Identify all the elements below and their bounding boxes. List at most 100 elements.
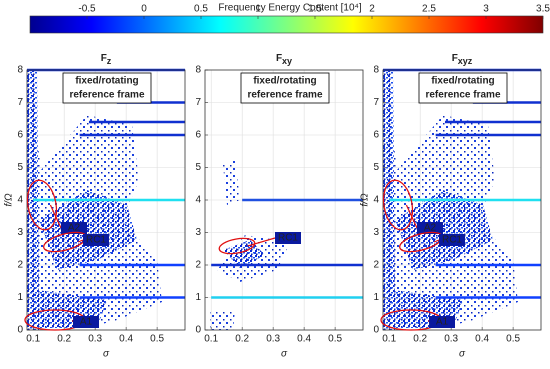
y-tick-label: 5 [17, 162, 23, 173]
y-tick-label: 2 [17, 260, 23, 271]
x-tick-label: 0.5 [328, 334, 342, 345]
colorbar-tick-label: 0 [141, 4, 147, 15]
x-axis-label: σ [281, 349, 288, 360]
colorbar-tick-label: 2.5 [422, 4, 436, 15]
y-tick-label: 1 [373, 292, 379, 303]
title-sub: z [107, 56, 112, 66]
y-tick-label: 4 [373, 195, 379, 206]
x-axis-label: σ [103, 349, 110, 360]
annotation-box [275, 232, 301, 244]
y-tick-label: 0 [373, 325, 379, 336]
y-axis-label: f/Ω [4, 193, 15, 207]
title-main: F [101, 53, 107, 64]
y-axis-label: f/Ω [360, 193, 371, 207]
annotation-arrow [247, 237, 276, 247]
y-tick-label: 5 [195, 162, 201, 173]
y-tick-label: 7 [373, 97, 379, 108]
y-tick-label: 6 [373, 130, 379, 141]
y-tick-label: 0 [195, 325, 201, 336]
note-box [418, 72, 508, 104]
colorbar-label: Frequency Energy Content [10⁴] [218, 3, 361, 14]
y-tick-label: 0 [17, 325, 23, 336]
y-tick-label: 6 [195, 130, 201, 141]
annotation-ellipse [218, 237, 256, 255]
x-tick-label: 0.5 [150, 334, 164, 345]
x-tick-label: 0.4 [297, 334, 311, 345]
y-tick-label: 3 [195, 227, 201, 238]
x-tick-label: 0.4 [119, 334, 133, 345]
panel-title: Fxyz [452, 53, 473, 67]
annotation-box [439, 234, 465, 246]
y-tick-label: 3 [17, 227, 23, 238]
panel-title: Fxy [276, 53, 292, 67]
annotation-label: A1 [436, 317, 449, 328]
y-tick-label: 3 [373, 227, 379, 238]
y-tick-label: 7 [195, 97, 201, 108]
annotation-box [61, 222, 87, 234]
annotation-label: RC1 [278, 233, 298, 244]
note-text: fixed/rotating [431, 76, 494, 87]
annotation-ellipse [382, 179, 414, 231]
annotation-box [83, 234, 109, 246]
axes-frame [204, 69, 364, 331]
note-text: reference frame [69, 90, 144, 101]
y-tick-label: 4 [195, 195, 201, 206]
colorbar-tick-label: -0.5 [78, 4, 96, 15]
y-tick-label: 2 [195, 260, 201, 271]
colorbar [29, 15, 544, 34]
colorbar-tick-label: 3 [483, 4, 489, 15]
y-tick-label: 8 [373, 65, 379, 76]
annotation-label: RC1 [442, 235, 462, 246]
y-tick-label: 8 [195, 65, 201, 76]
title-sub: xyz [458, 56, 473, 66]
y-tick-label: 7 [17, 97, 23, 108]
colorbar-tick-label: 1.5 [308, 4, 322, 15]
x-tick-label: 0.2 [235, 334, 249, 345]
annotation-arrow [49, 204, 62, 229]
x-tick-label: 0.4 [475, 334, 489, 345]
x-tick-label: 0.5 [506, 334, 520, 345]
x-tick-label: 0.1 [382, 334, 396, 345]
y-tick-label: 1 [195, 292, 201, 303]
annotation-label: A2 [424, 223, 437, 234]
colorbar-tick-label: 2 [369, 4, 375, 15]
note-box [62, 72, 152, 104]
note-text: reference frame [425, 90, 500, 101]
annotation-arrow [77, 239, 84, 243]
cloud-dense [223, 240, 265, 268]
title-main: F [452, 53, 458, 64]
annotation-arrow [433, 239, 440, 243]
x-tick-label: 0.1 [26, 334, 40, 345]
annotation-label: A2 [68, 223, 81, 234]
panel-title: Fz [101, 53, 112, 67]
note-text: reference frame [247, 90, 322, 101]
x-tick-label: 0.2 [413, 334, 427, 345]
note-box [240, 72, 330, 104]
x-tick-label: 0.3 [88, 334, 102, 345]
x-axis-label: σ [459, 349, 466, 360]
annotation-box [73, 316, 99, 328]
title-sub: xy [282, 56, 292, 66]
x-tick-label: 0.3 [266, 334, 280, 345]
title-main: F [276, 53, 282, 64]
y-tick-label: 5 [373, 162, 379, 173]
colorbar-tick-label: 0.5 [194, 4, 208, 15]
annotation-label: RC1 [86, 235, 106, 246]
annotation-ellipse [26, 179, 58, 231]
colorbar-tick-label: 3.5 [536, 4, 550, 15]
annotation-label: A1 [80, 317, 93, 328]
annotation-box [429, 316, 455, 328]
y-tick-label: 1 [17, 292, 23, 303]
annotation-arrow [405, 204, 418, 229]
colorbar-tick-label: 1 [255, 4, 261, 15]
x-tick-label: 0.3 [444, 334, 458, 345]
y-tick-label: 8 [17, 65, 23, 76]
x-tick-label: 0.2 [57, 334, 71, 345]
note-text: fixed/rotating [75, 76, 138, 87]
y-tick-label: 6 [17, 130, 23, 141]
y-tick-label: 4 [17, 195, 23, 206]
y-tick-label: 2 [373, 260, 379, 271]
note-text: fixed/rotating [253, 76, 316, 87]
x-tick-label: 0.1 [204, 334, 218, 345]
